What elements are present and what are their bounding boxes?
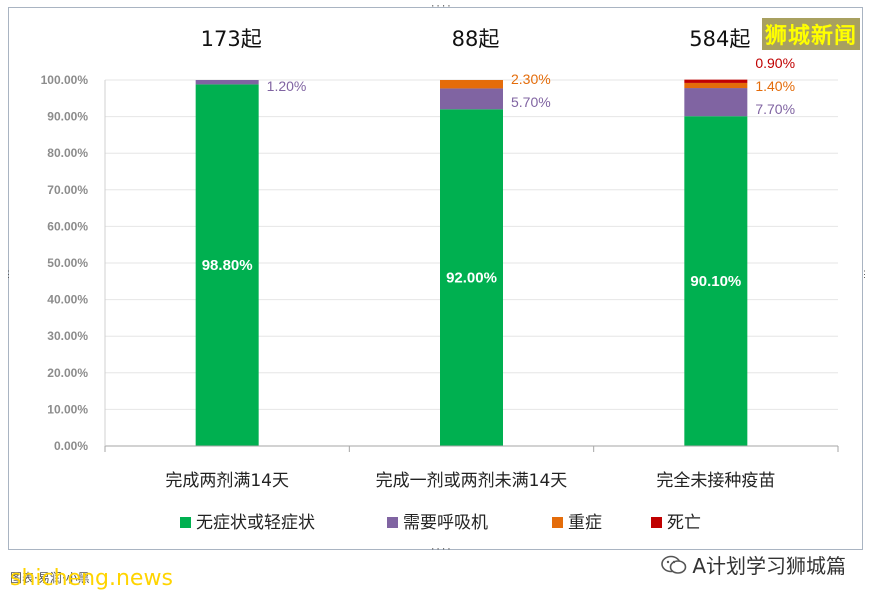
site-watermark: shicheng.news — [10, 566, 173, 591]
bar-segment — [440, 88, 503, 110]
category-count-label: 173起 — [201, 27, 262, 51]
legend-label: 死亡 — [667, 513, 701, 533]
data-label: 1.20% — [267, 78, 307, 94]
legend: 无症状或轻症状 需要呼吸机 重症 死亡 — [180, 513, 701, 533]
category-count-label: 88起 — [452, 27, 500, 51]
wechat-icon — [661, 555, 687, 574]
data-labels: 173起 98.80% 1.20% 88起 92.00% 5.70% 2.30% 584起 90… — [201, 27, 795, 290]
bar-segment — [684, 79, 748, 83]
y-tick-label: 30.00% — [47, 329, 88, 343]
bar-segment — [195, 80, 259, 85]
legend-swatch — [552, 517, 563, 528]
legend-label: 无症状或轻症状 — [196, 513, 315, 533]
y-tick-label: 80.00% — [47, 146, 88, 160]
legend-swatch — [387, 517, 398, 528]
y-tick-label: 100.00% — [41, 73, 89, 87]
legend-swatch — [651, 517, 662, 528]
footer-watermark-left: 图表·易润·小黑 shicheng.news — [10, 566, 173, 591]
chart-frame — [8, 7, 863, 550]
account-name: A计划学习狮城篇 — [692, 554, 846, 578]
bars — [195, 79, 748, 446]
bar-segment — [195, 84, 259, 446]
bar-segment — [684, 116, 748, 446]
bar-segment — [440, 109, 503, 446]
y-tick-label: 40.00% — [47, 293, 88, 307]
resize-handle-top[interactable]: ···· — [430, 2, 452, 12]
footer-watermark-right: A计划学习狮城篇 — [660, 550, 846, 579]
y-tick-label: 50.00% — [47, 256, 88, 270]
x-tick-label: 完成一剂或两剂未满14天 — [376, 471, 568, 491]
x-tick-label: 完全未接种疫苗 — [656, 471, 775, 491]
legend-label: 需要呼吸机 — [403, 513, 488, 533]
brand-watermark: 狮城新闻 — [761, 18, 860, 50]
bar-segment — [440, 80, 503, 89]
category-count-label: 584起 — [689, 27, 750, 51]
data-label: 1.40% — [755, 78, 795, 94]
data-label: 92.00% — [446, 270, 497, 287]
y-tick-label: 90.00% — [47, 110, 88, 124]
resize-handle-bottom[interactable]: ···· — [430, 545, 452, 555]
data-label: 90.10% — [690, 273, 741, 290]
y-tick-label: 60.00% — [47, 219, 88, 233]
resize-handle-right[interactable]: ⋮ — [860, 270, 869, 280]
data-label: 98.80% — [202, 257, 253, 274]
y-tick-label: 70.00% — [47, 183, 88, 197]
legend-swatch — [180, 517, 191, 528]
y-tick-label: 10.00% — [47, 402, 88, 416]
y-tick-label: 20.00% — [47, 366, 88, 380]
bar-segment — [684, 88, 748, 117]
data-label: 0.90% — [755, 55, 795, 71]
bar-segment — [684, 82, 748, 89]
axes: 0.00% 10.00% 20.00% 30.00% 40.00% 50.00% 60.00… — [41, 73, 839, 491]
data-label: 7.70% — [755, 101, 795, 117]
data-label: 2.30% — [511, 71, 551, 87]
data-label: 5.70% — [511, 94, 551, 110]
resize-handle-left[interactable]: ⋮ — [4, 270, 13, 280]
footer-caption: 图表·易润·小黑 — [10, 571, 90, 585]
x-tick-label: 完成两剂满14天 — [165, 471, 289, 491]
y-tick-label: 0.00% — [54, 439, 88, 453]
legend-label: 重症 — [568, 513, 602, 533]
